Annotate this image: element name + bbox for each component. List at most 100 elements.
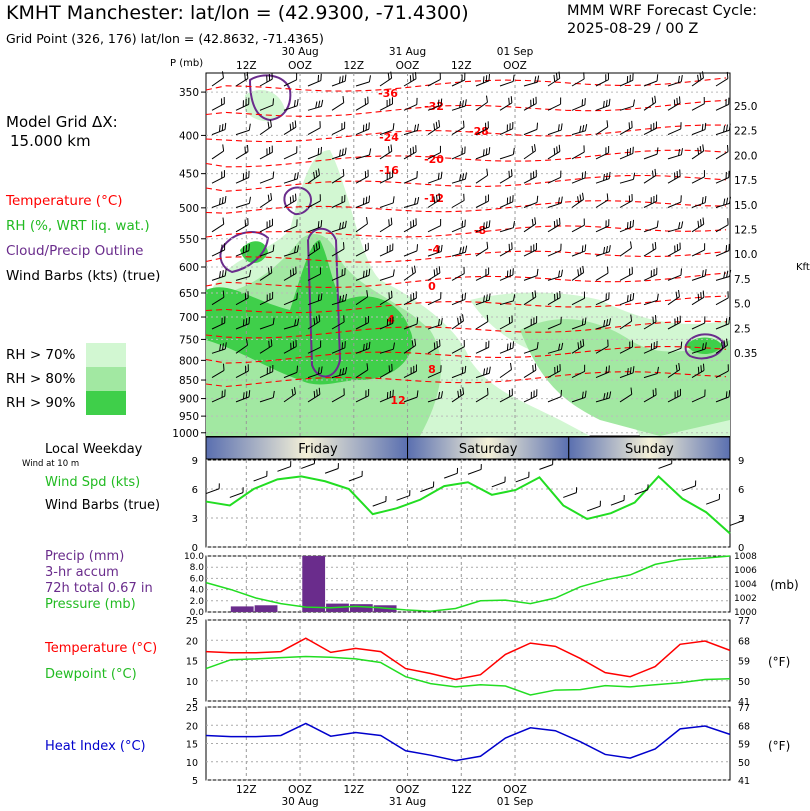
wind-barb-staff — [467, 468, 482, 475]
wind-barb-feather — [508, 243, 511, 251]
wind-barb-staff — [610, 499, 625, 506]
wind-barb — [619, 99, 635, 111]
wind-barb-feather — [341, 342, 344, 350]
wind-barb-feather — [461, 147, 463, 155]
wind-barb-feather — [632, 219, 635, 227]
wind-barb-feather — [702, 290, 705, 298]
wind-barb-feather — [509, 269, 512, 277]
wind-barb — [523, 217, 537, 233]
cloud-precip-outline — [283, 186, 312, 216]
wind-tick-right: 0 — [738, 543, 744, 554]
wind-barb-staff — [715, 103, 729, 111]
wind-barb-feather — [697, 366, 700, 374]
wind-barb — [691, 389, 706, 403]
wind-barb-feather — [317, 148, 320, 155]
wind-barb-feather — [410, 148, 412, 155]
wind-barb-feather — [656, 293, 659, 301]
wind-barb-staff — [475, 273, 489, 281]
wind-barb-feather — [412, 219, 415, 227]
wind-barb-feather — [223, 97, 225, 104]
wind-barb — [235, 317, 251, 330]
wind-barb — [643, 293, 659, 306]
wind-barb-staff — [595, 126, 609, 136]
wind-barb-feather — [627, 368, 629, 375]
wind-barb — [475, 314, 489, 330]
wind-barb-staff — [379, 348, 394, 354]
precip-tick: 10.0 — [184, 552, 204, 562]
wind-barb-feather — [342, 367, 345, 375]
wind-barb-feather — [318, 241, 321, 249]
wind-barb-staff — [283, 346, 297, 354]
wind-barb-feather — [222, 144, 225, 152]
height-tick-label: 17.5 — [734, 175, 757, 187]
wind-barb-staff — [715, 78, 729, 87]
wind-barb — [211, 217, 225, 233]
wind-barb-staff — [586, 505, 601, 512]
wind-barb-staff — [259, 272, 273, 281]
wind-barb-staff — [235, 202, 250, 208]
page-title: KMHT Manchester: lat/lon = (42.9300, -71… — [6, 2, 469, 24]
wind-barb-staff — [451, 320, 464, 330]
wind-barb-feather — [344, 147, 347, 155]
wind-barb — [619, 120, 633, 136]
wind-barb-feather — [437, 318, 440, 326]
wind-barb-feather — [605, 99, 608, 107]
wind-barb — [427, 339, 441, 354]
pressure-tick-label: 600 — [179, 262, 199, 274]
wind-barb-feather — [488, 366, 491, 374]
wind-barb-feather — [488, 267, 490, 275]
wind-barb — [403, 218, 417, 233]
weekday-band — [568, 436, 731, 460]
wind-barb-feather — [556, 292, 559, 300]
wind-barb-staff — [307, 226, 322, 233]
wind-barb-staff — [475, 200, 489, 208]
temperature-contour-label: 8 — [428, 363, 436, 376]
wind-barb-feather — [534, 363, 537, 371]
pressure-label: Pressure (mb) — [45, 597, 136, 612]
wind-barb — [403, 244, 419, 257]
wind-barb-staff — [427, 78, 441, 87]
wind-barb-feather — [296, 172, 299, 179]
wind-barb-feather — [599, 500, 601, 507]
wind-barb — [715, 196, 731, 208]
wind-barb-staff — [499, 347, 514, 354]
wind-barb — [403, 338, 417, 354]
wind-barb-staff — [259, 323, 274, 330]
wind-barb-feather — [603, 319, 606, 327]
wind-barb-feather — [365, 342, 368, 350]
wind-barb — [595, 245, 611, 257]
wind-barb-staff — [379, 223, 393, 233]
wind-barb — [307, 293, 323, 306]
wind-barb-staff — [667, 201, 682, 208]
wind-barb — [451, 99, 467, 111]
wind-barb-feather — [416, 390, 419, 398]
wind-barb-staff — [331, 373, 346, 379]
wind-barb-staff — [379, 176, 393, 184]
wind-barb — [571, 145, 585, 160]
wind-barb-feather — [723, 125, 726, 133]
wind-barb-feather — [560, 170, 562, 178]
wind-barb-feather — [224, 316, 226, 324]
pressure-tick-label: 1000 — [172, 428, 199, 440]
wind-barb-staff — [283, 393, 296, 403]
wind-barb-feather — [654, 95, 657, 103]
wind-barb-staff — [619, 273, 633, 281]
wind-barb-feather — [341, 196, 343, 203]
wind-barb-staff — [523, 150, 536, 160]
wind-barb-feather — [582, 338, 585, 346]
wind-barb — [595, 120, 609, 136]
wind-barb-staff — [427, 324, 442, 330]
wind-barb — [283, 99, 299, 111]
wind-barb-feather — [390, 290, 393, 298]
wind-barb-staff — [451, 200, 465, 208]
wind-tick-right: 9 — [738, 456, 744, 467]
wind-barb — [715, 71, 729, 87]
wind-barb-staff — [547, 224, 561, 233]
wind-barb-feather — [607, 72, 609, 80]
wind-barb-feather — [459, 315, 462, 323]
wind-barb-feather — [242, 173, 245, 180]
pressure-tick-label: 550 — [179, 234, 199, 246]
wind-barb-feather — [464, 73, 466, 81]
surface-wind-barb — [396, 490, 411, 501]
pressure-tick: 1004 — [734, 580, 757, 590]
